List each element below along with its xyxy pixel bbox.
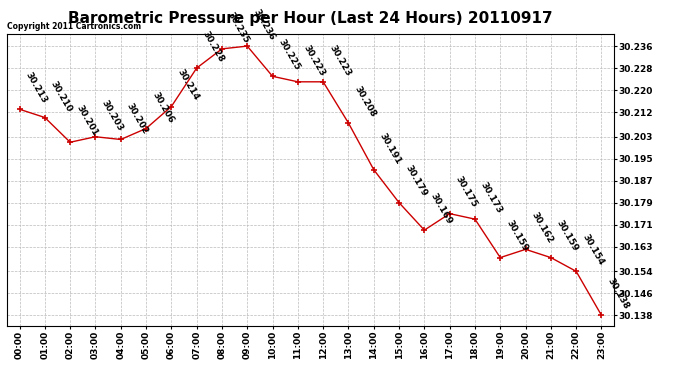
Text: 30.236: 30.236: [251, 8, 277, 42]
Text: 30.175: 30.175: [454, 175, 479, 210]
Text: 30.162: 30.162: [530, 211, 555, 245]
Text: 30.138: 30.138: [606, 277, 631, 311]
Text: 30.179: 30.179: [403, 164, 428, 198]
Text: 30.203: 30.203: [99, 98, 125, 133]
Text: 30.235: 30.235: [226, 10, 251, 45]
Text: Barometric Pressure per Hour (Last 24 Hours) 20110917: Barometric Pressure per Hour (Last 24 Ho…: [68, 11, 553, 26]
Text: 30.210: 30.210: [49, 79, 74, 113]
Text: 30.223: 30.223: [327, 43, 353, 78]
Text: 30.208: 30.208: [353, 85, 377, 119]
Text: Copyright 2011 Cartronics.com: Copyright 2011 Cartronics.com: [7, 22, 141, 31]
Text: 30.213: 30.213: [23, 71, 49, 105]
Text: 30.159: 30.159: [555, 219, 580, 254]
Text: 30.173: 30.173: [479, 180, 504, 215]
Text: 30.206: 30.206: [150, 90, 175, 124]
Text: 30.201: 30.201: [75, 104, 99, 138]
Text: 30.191: 30.191: [378, 131, 403, 165]
Text: 30.159: 30.159: [504, 219, 529, 254]
Text: 30.202: 30.202: [125, 101, 150, 135]
Text: 30.214: 30.214: [175, 68, 201, 102]
Text: 30.154: 30.154: [580, 232, 605, 267]
Text: 30.169: 30.169: [428, 192, 453, 226]
Text: 30.228: 30.228: [201, 30, 226, 64]
Text: 30.225: 30.225: [277, 38, 302, 72]
Text: 30.223: 30.223: [302, 43, 327, 78]
